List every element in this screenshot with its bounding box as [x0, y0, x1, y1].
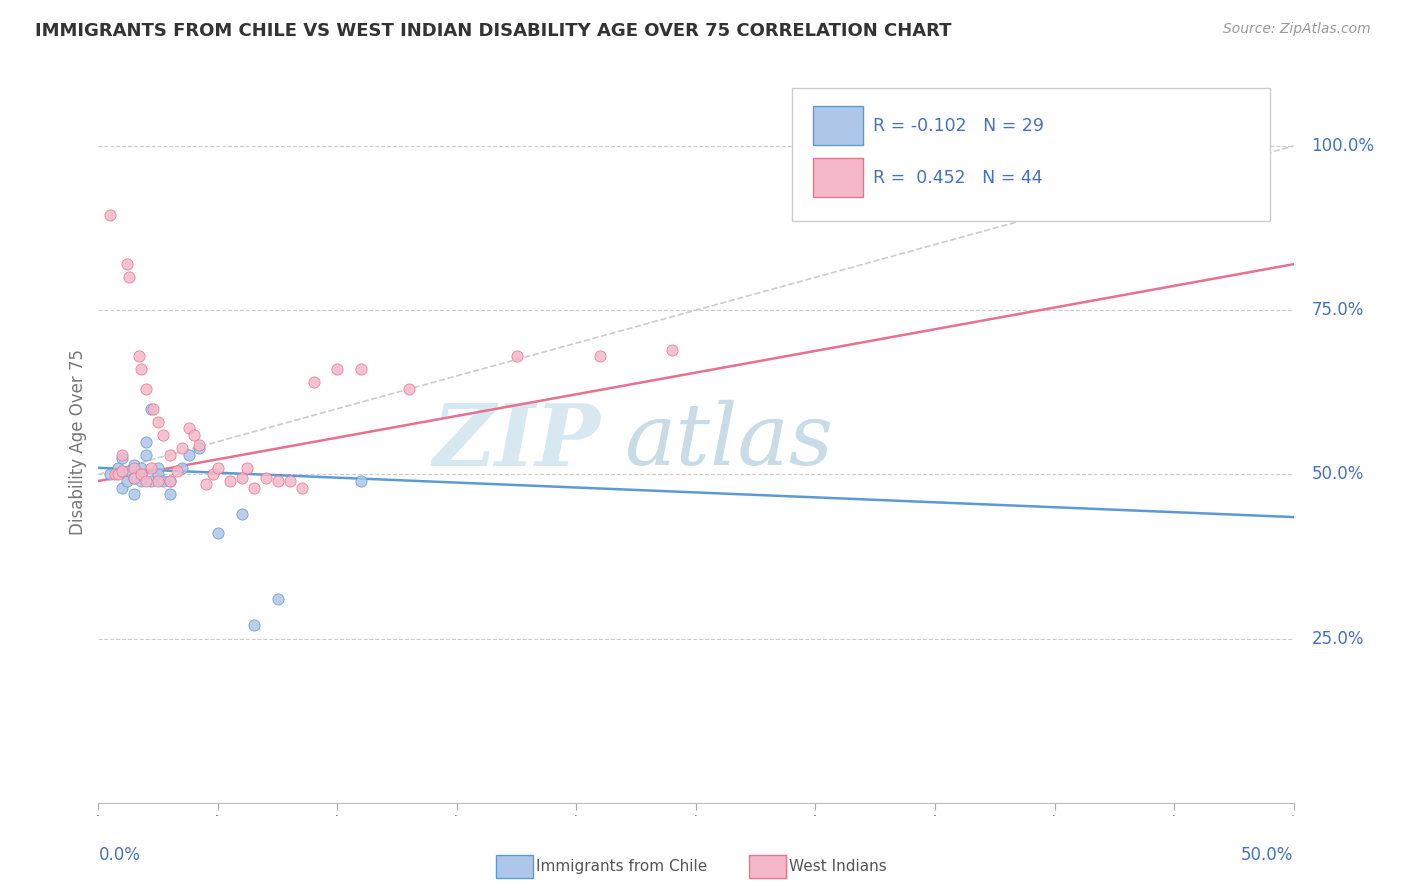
Point — [131, 467, 153, 482]
Point — [243, 481, 266, 495]
Point — [131, 467, 153, 482]
Point — [267, 592, 290, 607]
Point — [350, 474, 373, 488]
Text: 50.0%: 50.0% — [1241, 847, 1294, 864]
Point — [235, 460, 257, 475]
Point — [131, 474, 153, 488]
Text: Source: ZipAtlas.com: Source: ZipAtlas.com — [1223, 22, 1371, 37]
Text: 50.0%: 50.0% — [1312, 466, 1364, 483]
Point — [231, 507, 253, 521]
Point — [98, 467, 122, 482]
Point — [179, 448, 201, 462]
Point — [243, 618, 266, 632]
Point — [111, 450, 134, 465]
Point — [111, 481, 134, 495]
Point — [202, 467, 225, 482]
Point — [219, 474, 242, 488]
Point — [661, 343, 683, 357]
FancyBboxPatch shape — [813, 106, 863, 145]
Point — [172, 460, 194, 475]
Point — [254, 471, 277, 485]
Point — [350, 362, 373, 376]
Point — [115, 257, 138, 271]
Point — [139, 460, 162, 475]
Text: Immigrants from Chile: Immigrants from Chile — [536, 859, 707, 873]
Text: West Indians: West Indians — [789, 859, 887, 873]
Point — [159, 474, 181, 488]
Point — [139, 474, 162, 488]
Point — [159, 448, 181, 462]
Point — [111, 464, 134, 478]
Point — [148, 415, 170, 429]
Point — [148, 460, 170, 475]
Text: IMMIGRANTS FROM CHILE VS WEST INDIAN DISABILITY AGE OVER 75 CORRELATION CHART: IMMIGRANTS FROM CHILE VS WEST INDIAN DIS… — [35, 22, 952, 40]
Text: 25.0%: 25.0% — [1312, 630, 1364, 648]
Point — [104, 467, 127, 482]
Point — [267, 474, 290, 488]
Point — [152, 428, 174, 442]
Text: 100.0%: 100.0% — [1312, 137, 1375, 155]
Point — [124, 487, 146, 501]
Point — [166, 464, 188, 478]
Point — [124, 471, 146, 485]
Point — [131, 460, 153, 475]
Point — [118, 270, 141, 285]
Point — [124, 460, 146, 475]
Point — [118, 464, 141, 478]
Point — [187, 438, 209, 452]
Point — [135, 382, 157, 396]
Text: ZIP: ZIP — [433, 400, 600, 483]
Text: atlas: atlas — [624, 401, 834, 483]
Point — [111, 448, 134, 462]
Point — [139, 401, 162, 416]
Point — [131, 362, 153, 376]
FancyBboxPatch shape — [792, 87, 1270, 221]
Point — [207, 526, 229, 541]
Point — [124, 471, 146, 485]
Point — [231, 471, 253, 485]
Point — [135, 474, 157, 488]
Point — [115, 474, 138, 488]
Text: R =  0.452   N = 44: R = 0.452 N = 44 — [873, 169, 1042, 186]
Point — [98, 208, 122, 222]
Text: R = -0.102   N = 29: R = -0.102 N = 29 — [873, 117, 1043, 135]
Point — [302, 376, 325, 390]
Point — [589, 349, 612, 363]
Point — [124, 458, 146, 472]
Point — [159, 487, 181, 501]
Point — [183, 428, 205, 442]
Point — [148, 474, 170, 488]
Point — [128, 349, 150, 363]
Point — [195, 477, 218, 491]
Point — [506, 349, 529, 363]
Point — [187, 441, 209, 455]
Point — [291, 481, 314, 495]
Point — [398, 382, 420, 396]
Point — [107, 467, 129, 482]
Point — [179, 421, 201, 435]
Point — [172, 441, 194, 455]
Point — [278, 474, 301, 488]
Point — [107, 460, 129, 475]
Point — [135, 434, 157, 449]
Point — [159, 474, 181, 488]
Point — [207, 460, 229, 475]
Text: 75.0%: 75.0% — [1312, 301, 1364, 319]
Point — [148, 467, 170, 482]
Point — [152, 474, 174, 488]
Point — [135, 448, 157, 462]
Y-axis label: Disability Age Over 75: Disability Age Over 75 — [69, 349, 87, 534]
Text: 0.0%: 0.0% — [98, 847, 141, 864]
FancyBboxPatch shape — [813, 158, 863, 197]
Point — [326, 362, 349, 376]
Point — [142, 401, 165, 416]
